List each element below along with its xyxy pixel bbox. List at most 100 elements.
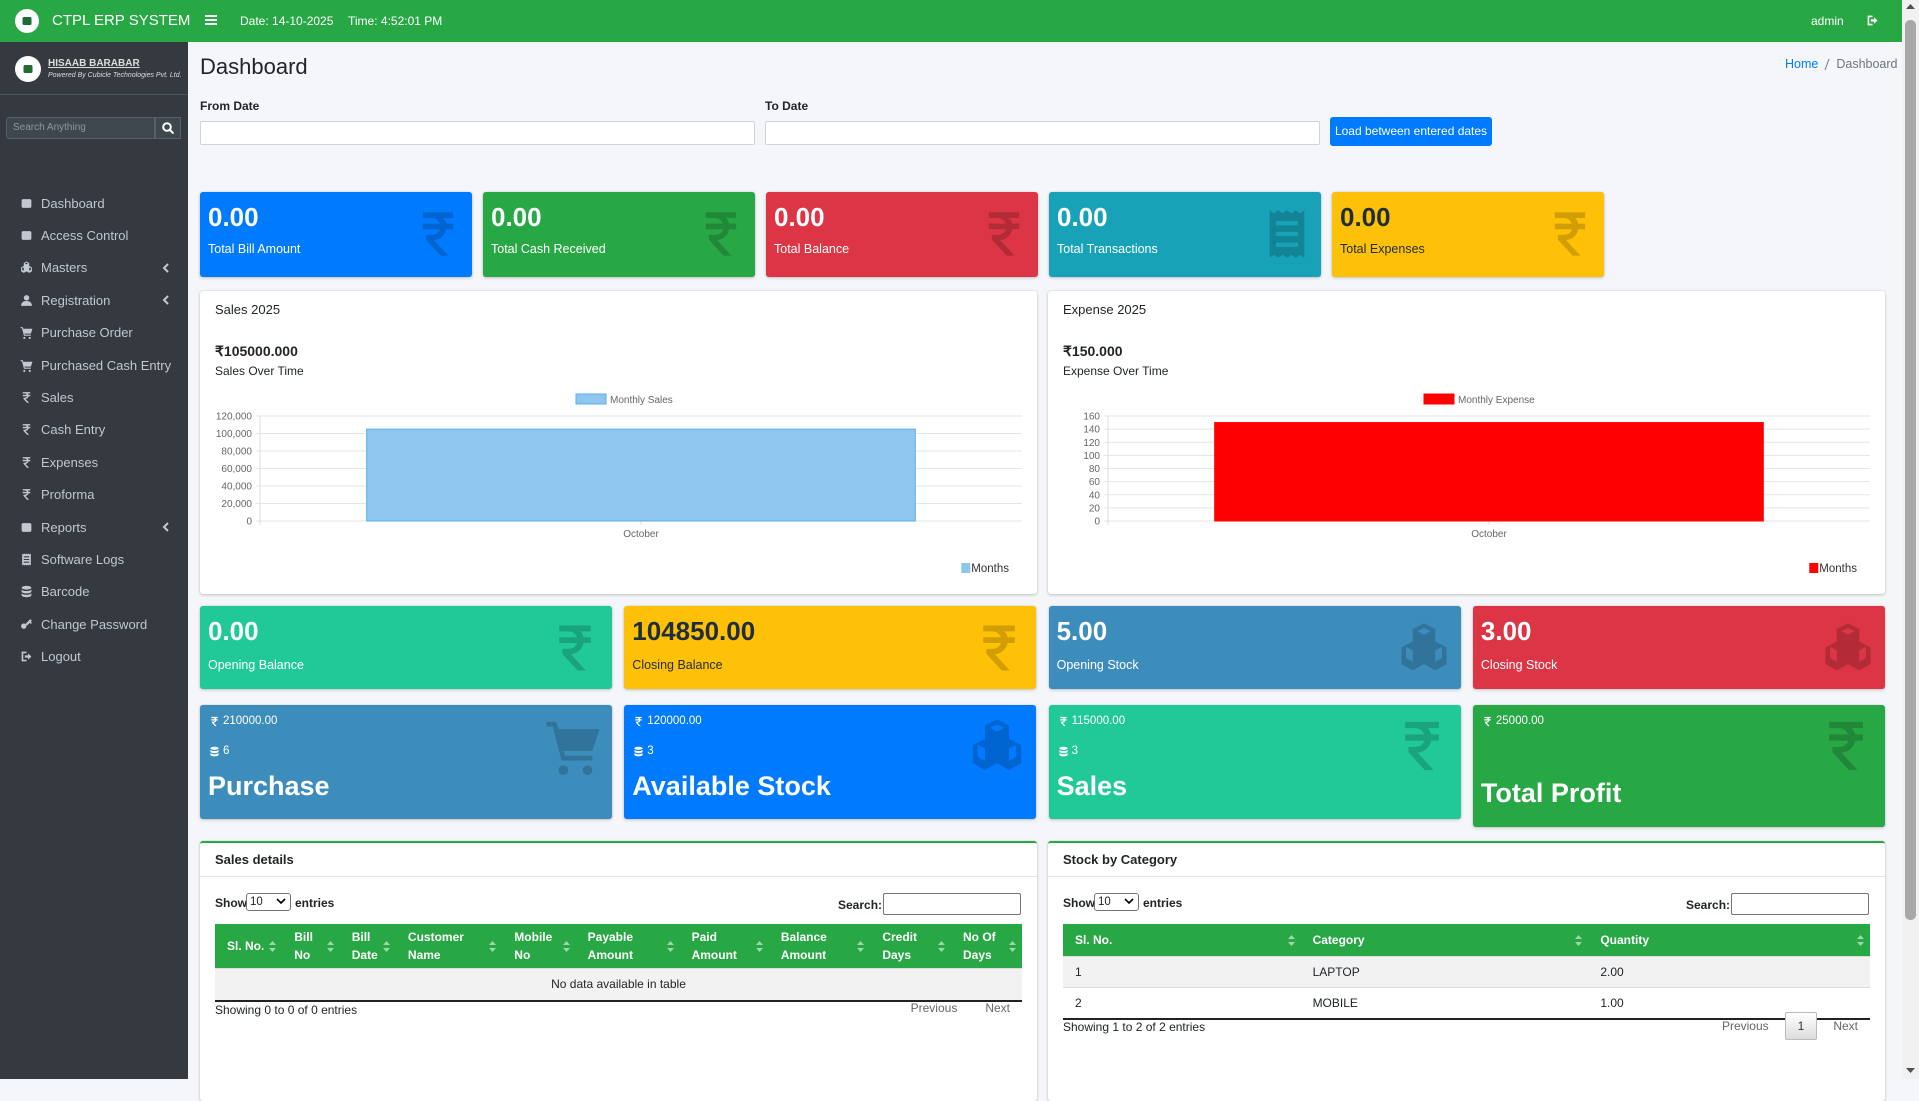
length-select[interactable]: 10 [1094,893,1139,911]
stat-value: 0.00 [491,202,542,232]
menu-label: Access Control [41,227,129,243]
tile-count: 3 [647,745,654,757]
column-header[interactable]: Mobile No [502,924,576,969]
to-date-input[interactable] [765,121,1320,145]
scrollbar[interactable] [1902,0,1919,1079]
count-icon [209,746,220,757]
menu-item[interactable]: Barcode [0,576,188,608]
menu-label: Sales [41,389,74,405]
menu-item[interactable]: Cash Entry [0,414,188,446]
column-header[interactable]: Customer Name [395,924,503,969]
table-cell: 2 [1063,986,1301,1018]
stat-icon [412,208,464,260]
legend-label: Monthly Expense [1458,395,1535,406]
table-head: Sl. No. Category Quantity [1063,924,1870,956]
sort-arrows [857,941,865,952]
user-name[interactable]: admin [1811,14,1844,28]
table-search-input[interactable] [1731,893,1869,915]
chart-total: ₹105000.000 [215,343,298,359]
menu-item[interactable]: Software Logs [0,543,188,575]
previous-button[interactable]: Previous [1721,1019,1769,1033]
scrollbar-graphic [1905,4,1916,1073]
brand-name: CTPL ERP SYSTEM [52,12,191,29]
menu-item[interactable]: Reports [0,511,188,543]
page-button[interactable]: 1 [1784,1012,1818,1040]
sidebar: HISAAB BARABAR Powered By Cubicle Technol… [0,42,188,1079]
column-header[interactable]: Bill Date [339,924,396,969]
header-date: Date: 14-10-2025 [240,14,334,28]
from-date-input[interactable] [200,121,755,145]
sidebar-search[interactable]: Search Anything [6,117,155,139]
y-tick-label: 80 [1089,464,1101,475]
table-row: 1 LAPTOP 2.00 [1063,955,1870,987]
chart-total: ₹150.000 [1063,343,1123,359]
menu-item[interactable]: Expenses [0,446,188,478]
y-tick-label: 40,000 [221,482,252,493]
company-block: HISAAB BARABAR Powered By Cubicle Technol… [0,42,188,95]
menu-item[interactable]: Purchased Cash Entry [0,349,188,381]
sort-arrows [1287,934,1295,946]
balance-card: 3.00 Closing Stock [1472,606,1885,689]
x-tick-label: October [1471,529,1507,540]
menu-item[interactable]: Purchase Order [0,317,188,349]
column-header[interactable]: Paid Amount [679,924,769,969]
next-button[interactable]: Next [985,1001,1010,1015]
tile-label: Available Stock [632,771,831,801]
table-search-input[interactable] [883,893,1021,915]
load-button[interactable]: Load between entered dates [1330,117,1492,146]
sort-arrows [1857,934,1864,946]
breadcrumb-item[interactable]: Home [1785,57,1819,71]
column-header-text: Paid Amount [691,930,737,962]
submenu-chevron [162,522,169,532]
column-header[interactable]: Credit Days [870,924,951,969]
length-select[interactable]: 10 [246,893,291,911]
column-header[interactable]: Payable Amount [575,924,680,969]
menu-item[interactable]: Dashboard [0,187,188,219]
column-header[interactable]: No Of Days [951,924,1022,969]
column-header-text: Bill No [294,930,313,962]
menu-item[interactable]: Proforma [0,479,188,511]
menu-item[interactable]: Logout [0,641,188,673]
select-chevron [1124,898,1134,905]
menu-item[interactable]: Sales [0,381,188,413]
menu-item[interactable]: Registration [0,284,188,316]
column-header[interactable]: Quantity [1588,924,1870,956]
balance-value: 0.00 [208,616,259,646]
y-tick-label: 0 [246,517,252,528]
column-header[interactable]: Balance Amount [768,924,871,969]
menu-item[interactable]: Change Password [0,608,188,640]
balance-card: 5.00 Opening Stock [1048,606,1461,689]
menu-item[interactable]: Masters [0,252,188,284]
chart-card-title: Expense 2025 [1063,302,1147,317]
chart-subtitle: Sales Over Time [215,364,304,378]
company-tagline: Powered By Cubicle Technologies Pvt. Ltd… [48,72,182,79]
menu-icon [20,294,33,307]
column-header[interactable]: Sl. No. [1063,924,1301,956]
menu-item[interactable]: Access Control [0,219,188,251]
header-row: Sl. No. Category Quantity [1063,924,1870,956]
next-button[interactable]: Next [1833,1019,1858,1033]
search-button[interactable] [155,117,181,139]
column-header[interactable]: Sl. No. [215,924,283,969]
y-tick-label: 60 [1089,477,1101,488]
chart-card: Sales 2025 ₹105000.000 Sales Over Time Mont… [200,291,1037,594]
menu-icon [20,326,33,339]
bar [366,428,916,522]
search-icon [162,122,174,134]
menu-label: Purchased Cash Entry [41,357,172,373]
column-header-text: Sl. No. [227,939,265,953]
menu-toggle[interactable] [205,14,217,26]
balance-label: Opening Balance [208,658,304,672]
column-header[interactable]: Category [1300,924,1589,956]
previous-button[interactable]: Previous [910,1001,958,1015]
balance-value: 3.00 [1480,616,1532,646]
search-label: Search: [838,898,883,912]
breadcrumb-separator [1824,58,1830,71]
sort-arrows [755,941,763,952]
stat-card: 0.00 Total Cash Received [483,192,755,277]
menu-label: Barcode [41,584,90,600]
entries-label: entries [295,896,335,910]
logout-button[interactable] [1866,14,1879,27]
column-header[interactable]: Bill No [282,924,340,969]
column-header-text: Sl. No. [1075,932,1113,947]
